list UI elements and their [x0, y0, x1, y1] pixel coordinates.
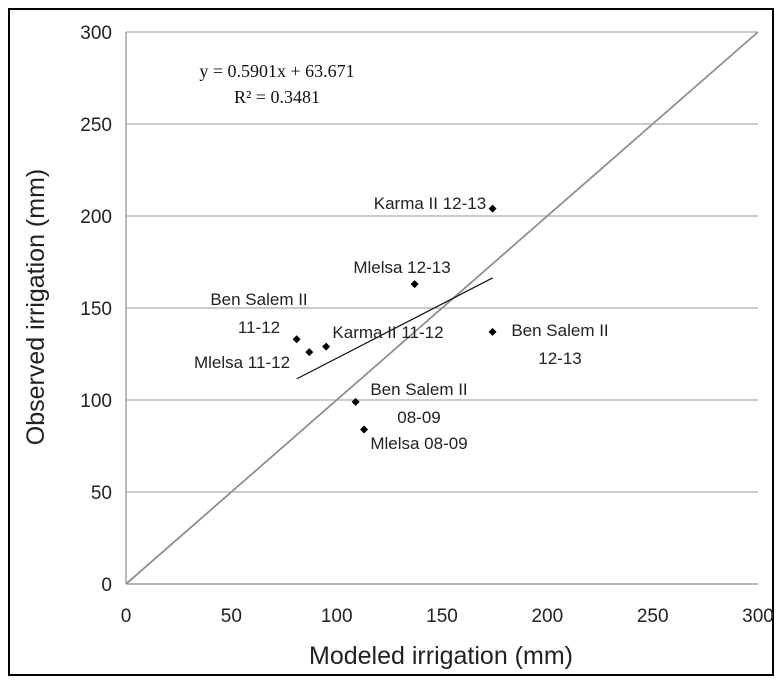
y-tick-label: 300 [80, 23, 112, 44]
x-tick-label: 100 [321, 606, 353, 627]
x-tick-label: 150 [426, 606, 458, 627]
trendline [296, 277, 493, 380]
y-tick-label: 100 [80, 391, 112, 412]
data-point [360, 425, 369, 434]
x-tick-label: 250 [637, 606, 669, 627]
point-label: Mlelsa 12-13 [353, 258, 450, 277]
point-label: Karma II 12-13 [374, 194, 486, 213]
point-labels: Karma II 12-13 Mlelsa 12-13 Ben Salem II 11… [194, 194, 609, 453]
x-axis-title: Modeled irrigation (mm) [309, 642, 573, 670]
trendline-equation: y = 0.5901x + 63.671 [199, 61, 354, 81]
point-label: Karma II 11-12 [332, 323, 443, 342]
axes: 0 50 100 150 200 250 300 0 50 100 150 200 250 300 [80, 23, 774, 627]
point-label-line: Mlelsa 11-12 [194, 353, 290, 372]
point-label-line: Ben Salem II [210, 290, 307, 309]
one-to-one-line [125, 31, 759, 585]
point-label-line: Mlelsa 08-09 [370, 434, 467, 453]
point-label: Ben Salem II 08-09 [370, 380, 467, 427]
x-tick-label: 50 [221, 606, 242, 627]
point-label-line: Mlelsa 12-13 [353, 258, 450, 277]
point-label-line: Karma II 12-13 [374, 194, 486, 213]
y-axis-title: Observed irrigation (mm) [22, 169, 50, 445]
point-label-line: Karma II 11-12 [332, 323, 443, 342]
chart-frame [8, 8, 774, 676]
y-tick-label: 50 [91, 483, 112, 504]
data-point [322, 342, 331, 351]
data-point [488, 327, 497, 336]
y-tick-label: 0 [101, 575, 112, 596]
point-label: Ben Salem II 11-12 [210, 290, 307, 337]
data-point [351, 397, 360, 406]
x-tick-label: 300 [742, 606, 774, 627]
trendline-r2: R² = 0.3481 [234, 87, 320, 107]
point-label: Mlelsa 08-09 [370, 434, 467, 453]
point-label-line: 12-13 [538, 349, 581, 368]
data-point [410, 280, 419, 289]
data-point [488, 204, 497, 213]
data-point [305, 348, 314, 357]
x-tick-label: 0 [121, 606, 132, 627]
point-label: Ben Salem II 12-13 [511, 321, 608, 368]
x-tick-label: 200 [531, 606, 563, 627]
y-tick-label: 200 [80, 207, 112, 228]
data-points [292, 204, 497, 434]
point-label-line: Ben Salem II [511, 321, 608, 340]
data-point [292, 335, 301, 344]
point-label-line: 11-12 [238, 318, 280, 337]
one-to-one-line-path [125, 31, 759, 585]
point-label-line: Ben Salem II [370, 380, 467, 399]
y-tick-label: 150 [80, 299, 112, 320]
y-tick-label: 250 [80, 115, 112, 136]
point-label: Mlelsa 11-12 [194, 353, 290, 372]
trendline-path [296, 277, 493, 380]
point-label-line: 08-09 [397, 408, 440, 427]
